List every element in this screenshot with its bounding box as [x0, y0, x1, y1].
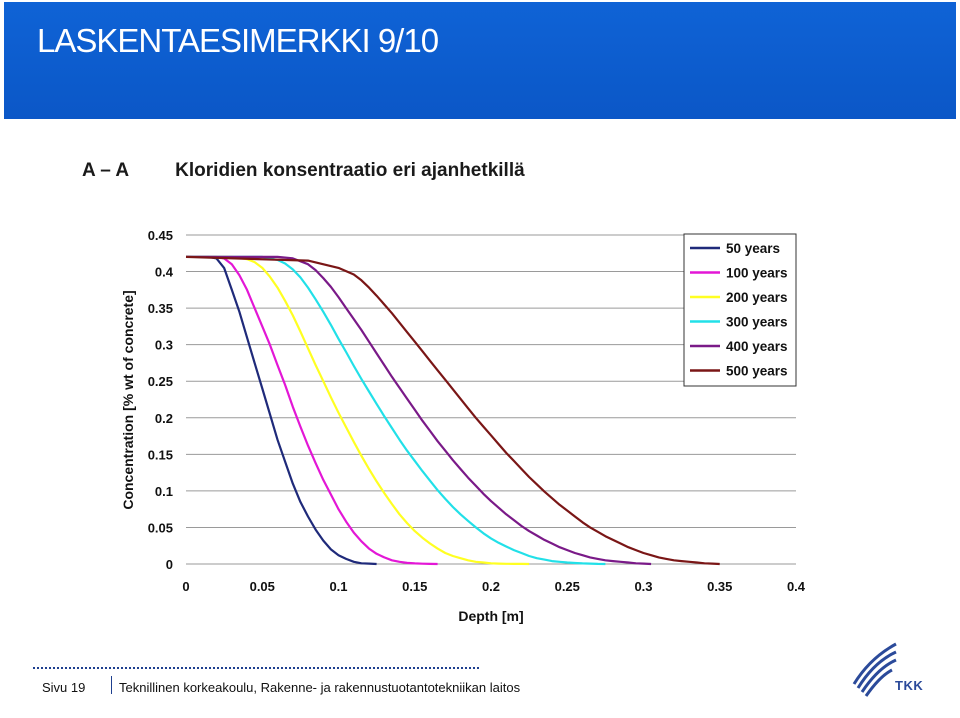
legend-box — [683, 233, 797, 387]
legend-label: 200 years — [726, 290, 788, 305]
x-tick-label: 0.05 — [250, 579, 275, 594]
chart-heading: A – A Kloridien konsentraatio eri ajanhet… — [82, 160, 525, 182]
y-tick-label: 0.1 — [155, 484, 173, 499]
x-tick-label: 0.35 — [707, 579, 732, 594]
footer-organization: Teknillinen korkeakoulu, Rakenne- ja rak… — [119, 680, 521, 695]
legend-label: 500 years — [726, 364, 788, 379]
x-tick-label: 0.4 — [787, 579, 806, 594]
series-line — [186, 255, 438, 566]
footer-divider — [33, 667, 479, 669]
y-tick-label: 0.2 — [155, 411, 173, 426]
x-axis-label: Depth [m] — [458, 608, 523, 624]
series-line — [186, 255, 377, 566]
x-tick-labels: 0 0.05 0.1 0.15 0.2 0.25 0.3 0.35 0.4 — [182, 579, 805, 594]
line-chart: 00.050.10.150.20.250.30.350.40.45 0 0.05 0… — [120, 228, 806, 624]
x-tick-label: 0.3 — [634, 579, 652, 594]
y-axis-label: Concentration [% wt of concrete] — [120, 290, 136, 509]
y-tick-label: 0.4 — [155, 265, 174, 280]
legend-label: 300 years — [726, 315, 788, 330]
y-tick-label: 0.25 — [148, 374, 173, 389]
x-tick-label: 0.1 — [329, 579, 347, 594]
x-tick-label: 0.2 — [482, 579, 500, 594]
y-tick-label: 0.45 — [148, 228, 173, 243]
x-tick-label: 0 — [182, 579, 189, 594]
chart-series — [185, 255, 720, 566]
section-label: A – A — [82, 160, 130, 181]
slide-title: LASKENTAESIMERKKI 9/10 — [37, 22, 439, 59]
y-tick-label: 0.3 — [155, 338, 173, 353]
series-line — [186, 255, 652, 566]
chart-legend: 50 years 100 years 200 years 300 years 400 y… — [683, 233, 797, 387]
legend-label: 100 years — [726, 266, 788, 281]
y-tick-label: 0.05 — [148, 520, 173, 535]
series-line — [185, 255, 720, 566]
series-line — [186, 255, 530, 566]
title-banner: LASKENTAESIMERKKI 9/10 — [4, 2, 956, 119]
y-tick-label: 0.15 — [148, 447, 173, 462]
tkk-logo-icon — [852, 642, 897, 697]
series-line — [186, 255, 606, 566]
legend-label: 50 years — [726, 241, 780, 256]
footer-separator — [111, 676, 112, 694]
logo-text: TKK — [895, 678, 924, 693]
x-tick-label: 0.25 — [555, 579, 580, 594]
page-number: Sivu 19 — [42, 680, 86, 695]
x-tick-label: 0.15 — [402, 579, 427, 594]
y-tick-label: 0 — [166, 557, 173, 572]
chart-title: Kloridien konsentraatio eri ajanhetkillä — [175, 160, 525, 181]
legend-label: 400 years — [726, 339, 788, 354]
y-tick-labels: 0 0.05 0.1 0.15 0.2 0.25 0.3 0.35 0.4 0.45 — [148, 228, 174, 572]
y-tick-label: 0.35 — [148, 301, 173, 316]
